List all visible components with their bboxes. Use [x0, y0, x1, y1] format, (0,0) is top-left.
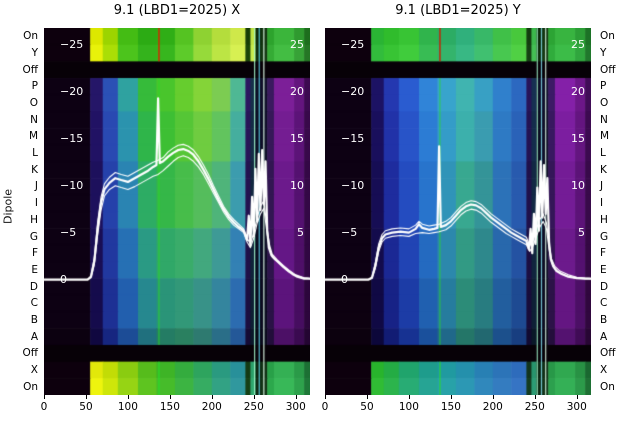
panel-x: −25 25 −20 20 −15 15 −10 10 −5 5 0: [44, 28, 310, 395]
row-label: Y: [600, 47, 607, 60]
x-tick-label: 50: [360, 401, 374, 413]
row-label: J: [600, 180, 604, 193]
x-tick-mark: [534, 395, 536, 399]
row-label: Y: [31, 47, 38, 60]
y-tick-label: 0: [60, 272, 67, 286]
y-tick-label: 0: [341, 272, 348, 286]
x-tick-mark: [127, 395, 129, 399]
panel-x-heatmap: [44, 28, 310, 395]
row-label: O: [600, 97, 609, 110]
y-tick-label: −5: [341, 225, 358, 239]
row-label: A: [600, 330, 608, 343]
row-label: On: [600, 380, 615, 393]
x-tick-label: 100: [398, 401, 419, 413]
row-label: C: [600, 297, 608, 310]
x-tick-mark: [295, 395, 297, 399]
x-tick-mark: [366, 395, 368, 399]
y-tick-label: 25: [571, 37, 585, 51]
row-label: F: [31, 247, 38, 260]
y-tick-label: −10: [60, 178, 84, 192]
y-tick-label: −20: [341, 84, 365, 98]
row-label: D: [600, 280, 609, 293]
y-tick-label: 10: [571, 178, 585, 192]
dipole-axis-label: Dipole: [1, 188, 15, 225]
row-label: N: [600, 113, 608, 126]
row-label: D: [29, 280, 38, 293]
row-label: B: [30, 313, 38, 326]
row-label: P: [600, 80, 607, 93]
y-tick-label: −15: [341, 131, 365, 145]
panel-y-title: 9.1 (LBD1=2025) Y: [395, 3, 521, 18]
row-label: X: [600, 363, 608, 376]
row-label: F: [600, 247, 607, 260]
x-tick-label: 150: [159, 401, 180, 413]
y-tick-label: 5: [578, 225, 585, 239]
x-tick-label: 150: [440, 401, 461, 413]
row-label: X: [30, 363, 38, 376]
row-label: E: [600, 263, 607, 276]
row-label: A: [30, 330, 38, 343]
y-tick-label: −20: [60, 84, 84, 98]
x-tick-label: 200: [482, 401, 503, 413]
x-tick-label: 300: [566, 401, 587, 413]
x-tick-label: 50: [79, 401, 93, 413]
row-label: L: [32, 147, 38, 160]
y-tick-label: 25: [290, 37, 304, 51]
y-tick-label: 10: [290, 178, 304, 192]
panel-y-heatmap: [325, 28, 591, 395]
x-tick-mark: [169, 395, 171, 399]
x-tick-mark: [85, 395, 87, 399]
row-label: On: [23, 380, 38, 393]
y-tick-label: 5: [297, 225, 304, 239]
row-label: Off: [22, 347, 39, 360]
y-tick-label: 20: [571, 84, 585, 98]
x-tick-label: 300: [285, 401, 306, 413]
y-tick-label: −10: [341, 178, 365, 192]
x-tick-mark: [211, 395, 213, 399]
x-tick-mark: [44, 395, 45, 399]
x-tick-mark: [576, 395, 578, 399]
row-label: Off: [22, 63, 39, 76]
x-tick-label: 250: [524, 401, 545, 413]
row-label: K: [600, 163, 607, 176]
x-tick-label: 100: [117, 401, 138, 413]
x-tick-label: 0: [321, 401, 329, 413]
row-label: O: [29, 97, 38, 110]
row-label: B: [600, 313, 608, 326]
row-label: K: [31, 163, 38, 176]
row-label: P: [31, 80, 38, 93]
panel-y: −25 25 −20 20 −15 15 −10 10 −5 5 0: [325, 28, 591, 395]
y-tick-label: −5: [60, 225, 77, 239]
x-tick-mark: [492, 395, 494, 399]
x-tick-mark: [450, 395, 452, 399]
row-label: M: [28, 130, 38, 143]
x-tick-mark: [408, 395, 410, 399]
y-tick-label: −15: [60, 131, 84, 145]
row-label: E: [31, 263, 38, 276]
x-tick-label: 250: [243, 401, 264, 413]
x-tick-label: 200: [201, 401, 222, 413]
row-label: I: [600, 197, 604, 210]
row-label: G: [600, 230, 609, 243]
panel-x-title: 9.1 (LBD1=2025) X: [113, 3, 241, 18]
x-tick-label: 0: [40, 401, 48, 413]
row-label: Off: [600, 63, 616, 76]
row-label: M: [600, 130, 610, 143]
y-tick-label: 20: [290, 84, 304, 98]
row-label: C: [30, 297, 38, 310]
row-label: On: [600, 30, 615, 43]
row-label: Off: [600, 347, 616, 360]
row-label: H: [600, 213, 608, 226]
row-label: L: [600, 147, 606, 160]
y-tick-label: 15: [571, 131, 585, 145]
y-tick-label: 15: [290, 131, 304, 145]
x-tick-mark: [253, 395, 255, 399]
x-tick-mark: [325, 395, 326, 399]
y-tick-label: −25: [341, 37, 365, 51]
row-label: N: [30, 113, 38, 126]
row-label: On: [23, 30, 38, 43]
y-tick-label: −25: [60, 37, 84, 51]
